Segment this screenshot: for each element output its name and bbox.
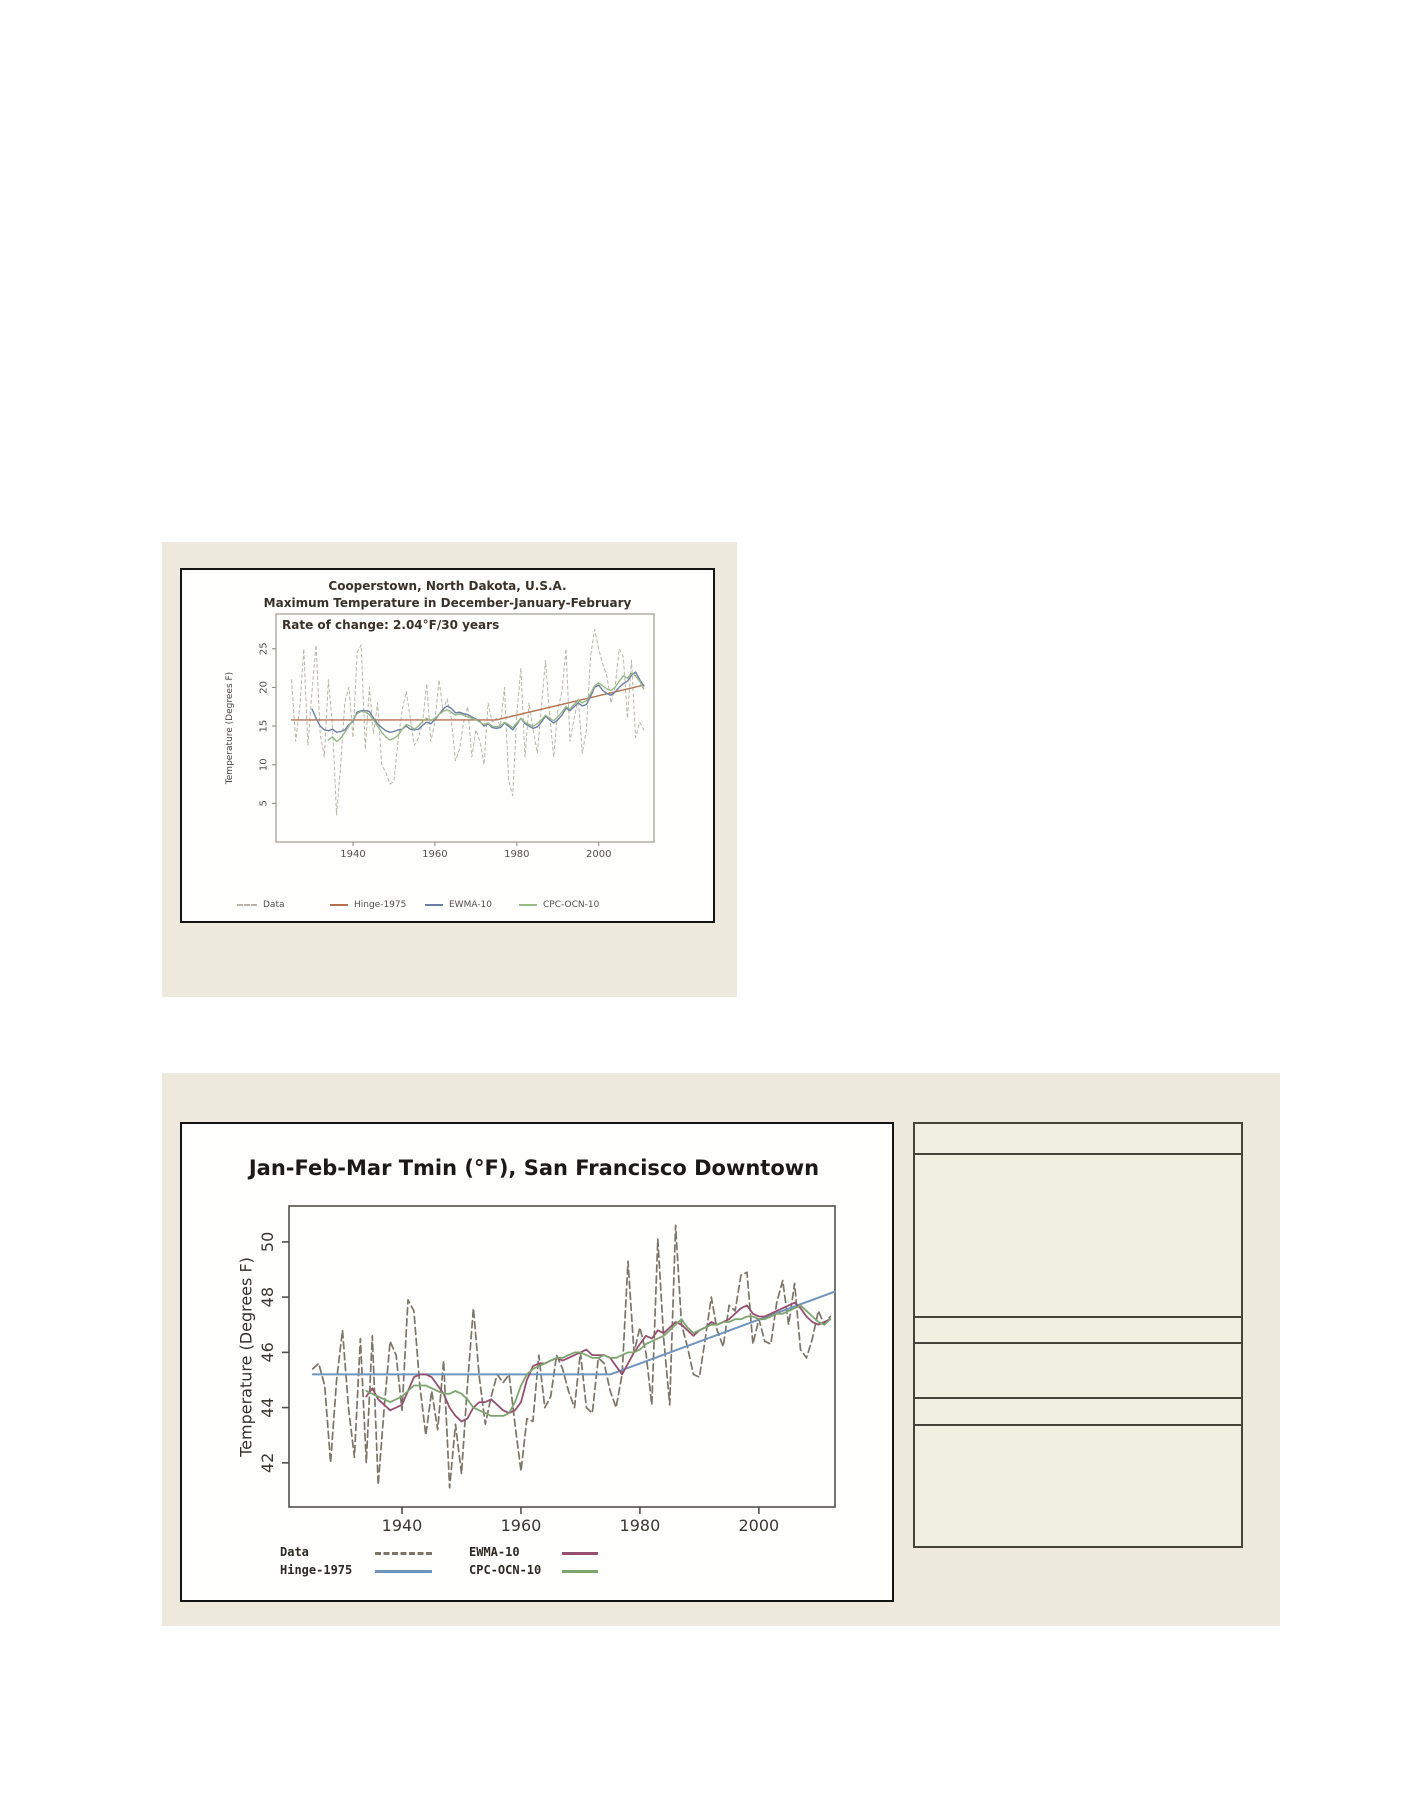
hinge-line-swatch bbox=[375, 1570, 432, 1573]
data-line-swatch bbox=[375, 1552, 432, 1555]
legend-label: Hinge-1975 bbox=[354, 900, 407, 910]
chart1-legend: Data Hinge-1975 EWMA-10 CPC-OCN-10 bbox=[182, 900, 717, 914]
hinge-line-swatch bbox=[330, 904, 348, 906]
cpc-line-swatch bbox=[519, 904, 537, 906]
chart2-y-axis-label: Temperature (Degrees F) bbox=[236, 1257, 256, 1457]
cpc-line-swatch bbox=[562, 1570, 598, 1573]
svg-text:1980: 1980 bbox=[620, 1516, 661, 1535]
chart2-title: Jan-Feb-Mar Tmin (°F), San Francisco Dow… bbox=[248, 1156, 820, 1180]
table-row bbox=[915, 1399, 1241, 1426]
ewma-line-swatch bbox=[425, 904, 443, 906]
table-row bbox=[915, 1344, 1241, 1399]
svg-text:10: 10 bbox=[259, 758, 270, 771]
svg-text:15: 15 bbox=[259, 720, 270, 733]
table-row bbox=[915, 1318, 1241, 1344]
table-row bbox=[915, 1426, 1241, 1544]
svg-text:2000: 2000 bbox=[586, 849, 611, 860]
chart1-legend-item-data: Data bbox=[237, 900, 285, 910]
chart1-y-axis-label: Temperature (Degrees F) bbox=[225, 671, 235, 785]
svg-text:1940: 1940 bbox=[382, 1516, 423, 1535]
chart1-title: Cooperstown, North Dakota, U.S.A. bbox=[328, 579, 567, 593]
chart-figure-sanfrancisco: Jan-Feb-Mar Tmin (°F), San Francisco Dow… bbox=[180, 1122, 894, 1602]
legend-label: EWMA-10 bbox=[449, 900, 493, 910]
svg-text:1960: 1960 bbox=[422, 849, 447, 860]
svg-text:20: 20 bbox=[259, 681, 270, 694]
svg-text:46: 46 bbox=[258, 1342, 277, 1362]
svg-text:1940: 1940 bbox=[340, 849, 365, 860]
svg-text:42: 42 bbox=[258, 1453, 277, 1473]
svg-text:5: 5 bbox=[259, 800, 270, 806]
chart1-legend-item-ewma: EWMA-10 bbox=[425, 900, 492, 910]
ewma-line-swatch bbox=[562, 1552, 598, 1555]
table-row bbox=[915, 1124, 1241, 1155]
svg-text:25: 25 bbox=[259, 642, 270, 655]
chart-figure-cooperstown: Cooperstown, North Dakota, U.S.A. Maximu… bbox=[180, 568, 715, 923]
chart2-plot: 1940 1960 1980 2000 42 44 46 48 50 bbox=[258, 1205, 836, 1535]
chart1-legend-item-cpc: CPC-OCN-10 bbox=[519, 900, 599, 910]
table-row bbox=[915, 1155, 1241, 1318]
chart1-rate-annotation: Rate of change: 2.04°F/30 years bbox=[282, 618, 500, 632]
chart1-legend-item-hinge: Hinge-1975 bbox=[330, 900, 406, 910]
data-line-swatch bbox=[237, 904, 257, 906]
svg-text:1960: 1960 bbox=[501, 1516, 542, 1535]
chart2-legend-label-ewma: EWMA-10 bbox=[469, 1545, 520, 1559]
svg-text:1980: 1980 bbox=[504, 849, 529, 860]
legend-label: CPC-OCN-10 bbox=[543, 900, 600, 910]
chart1-plot: 1940 1960 1980 2000 5 10 15 20 25 bbox=[259, 613, 655, 860]
chart1-subtitle: Maximum Temperature in December-January-… bbox=[263, 596, 632, 610]
svg-text:50: 50 bbox=[258, 1232, 277, 1252]
svg-text:48: 48 bbox=[258, 1287, 277, 1307]
chart2-legend-label-cpc: CPC-OCN-10 bbox=[469, 1563, 542, 1577]
legend-label: Data bbox=[263, 900, 285, 910]
chart2-legend-label-data: Data bbox=[280, 1545, 309, 1559]
chart2-legend-label-hinge: Hinge-1975 bbox=[280, 1563, 353, 1577]
svg-text:44: 44 bbox=[258, 1397, 277, 1417]
side-table bbox=[913, 1122, 1243, 1548]
svg-text:2000: 2000 bbox=[739, 1516, 780, 1535]
